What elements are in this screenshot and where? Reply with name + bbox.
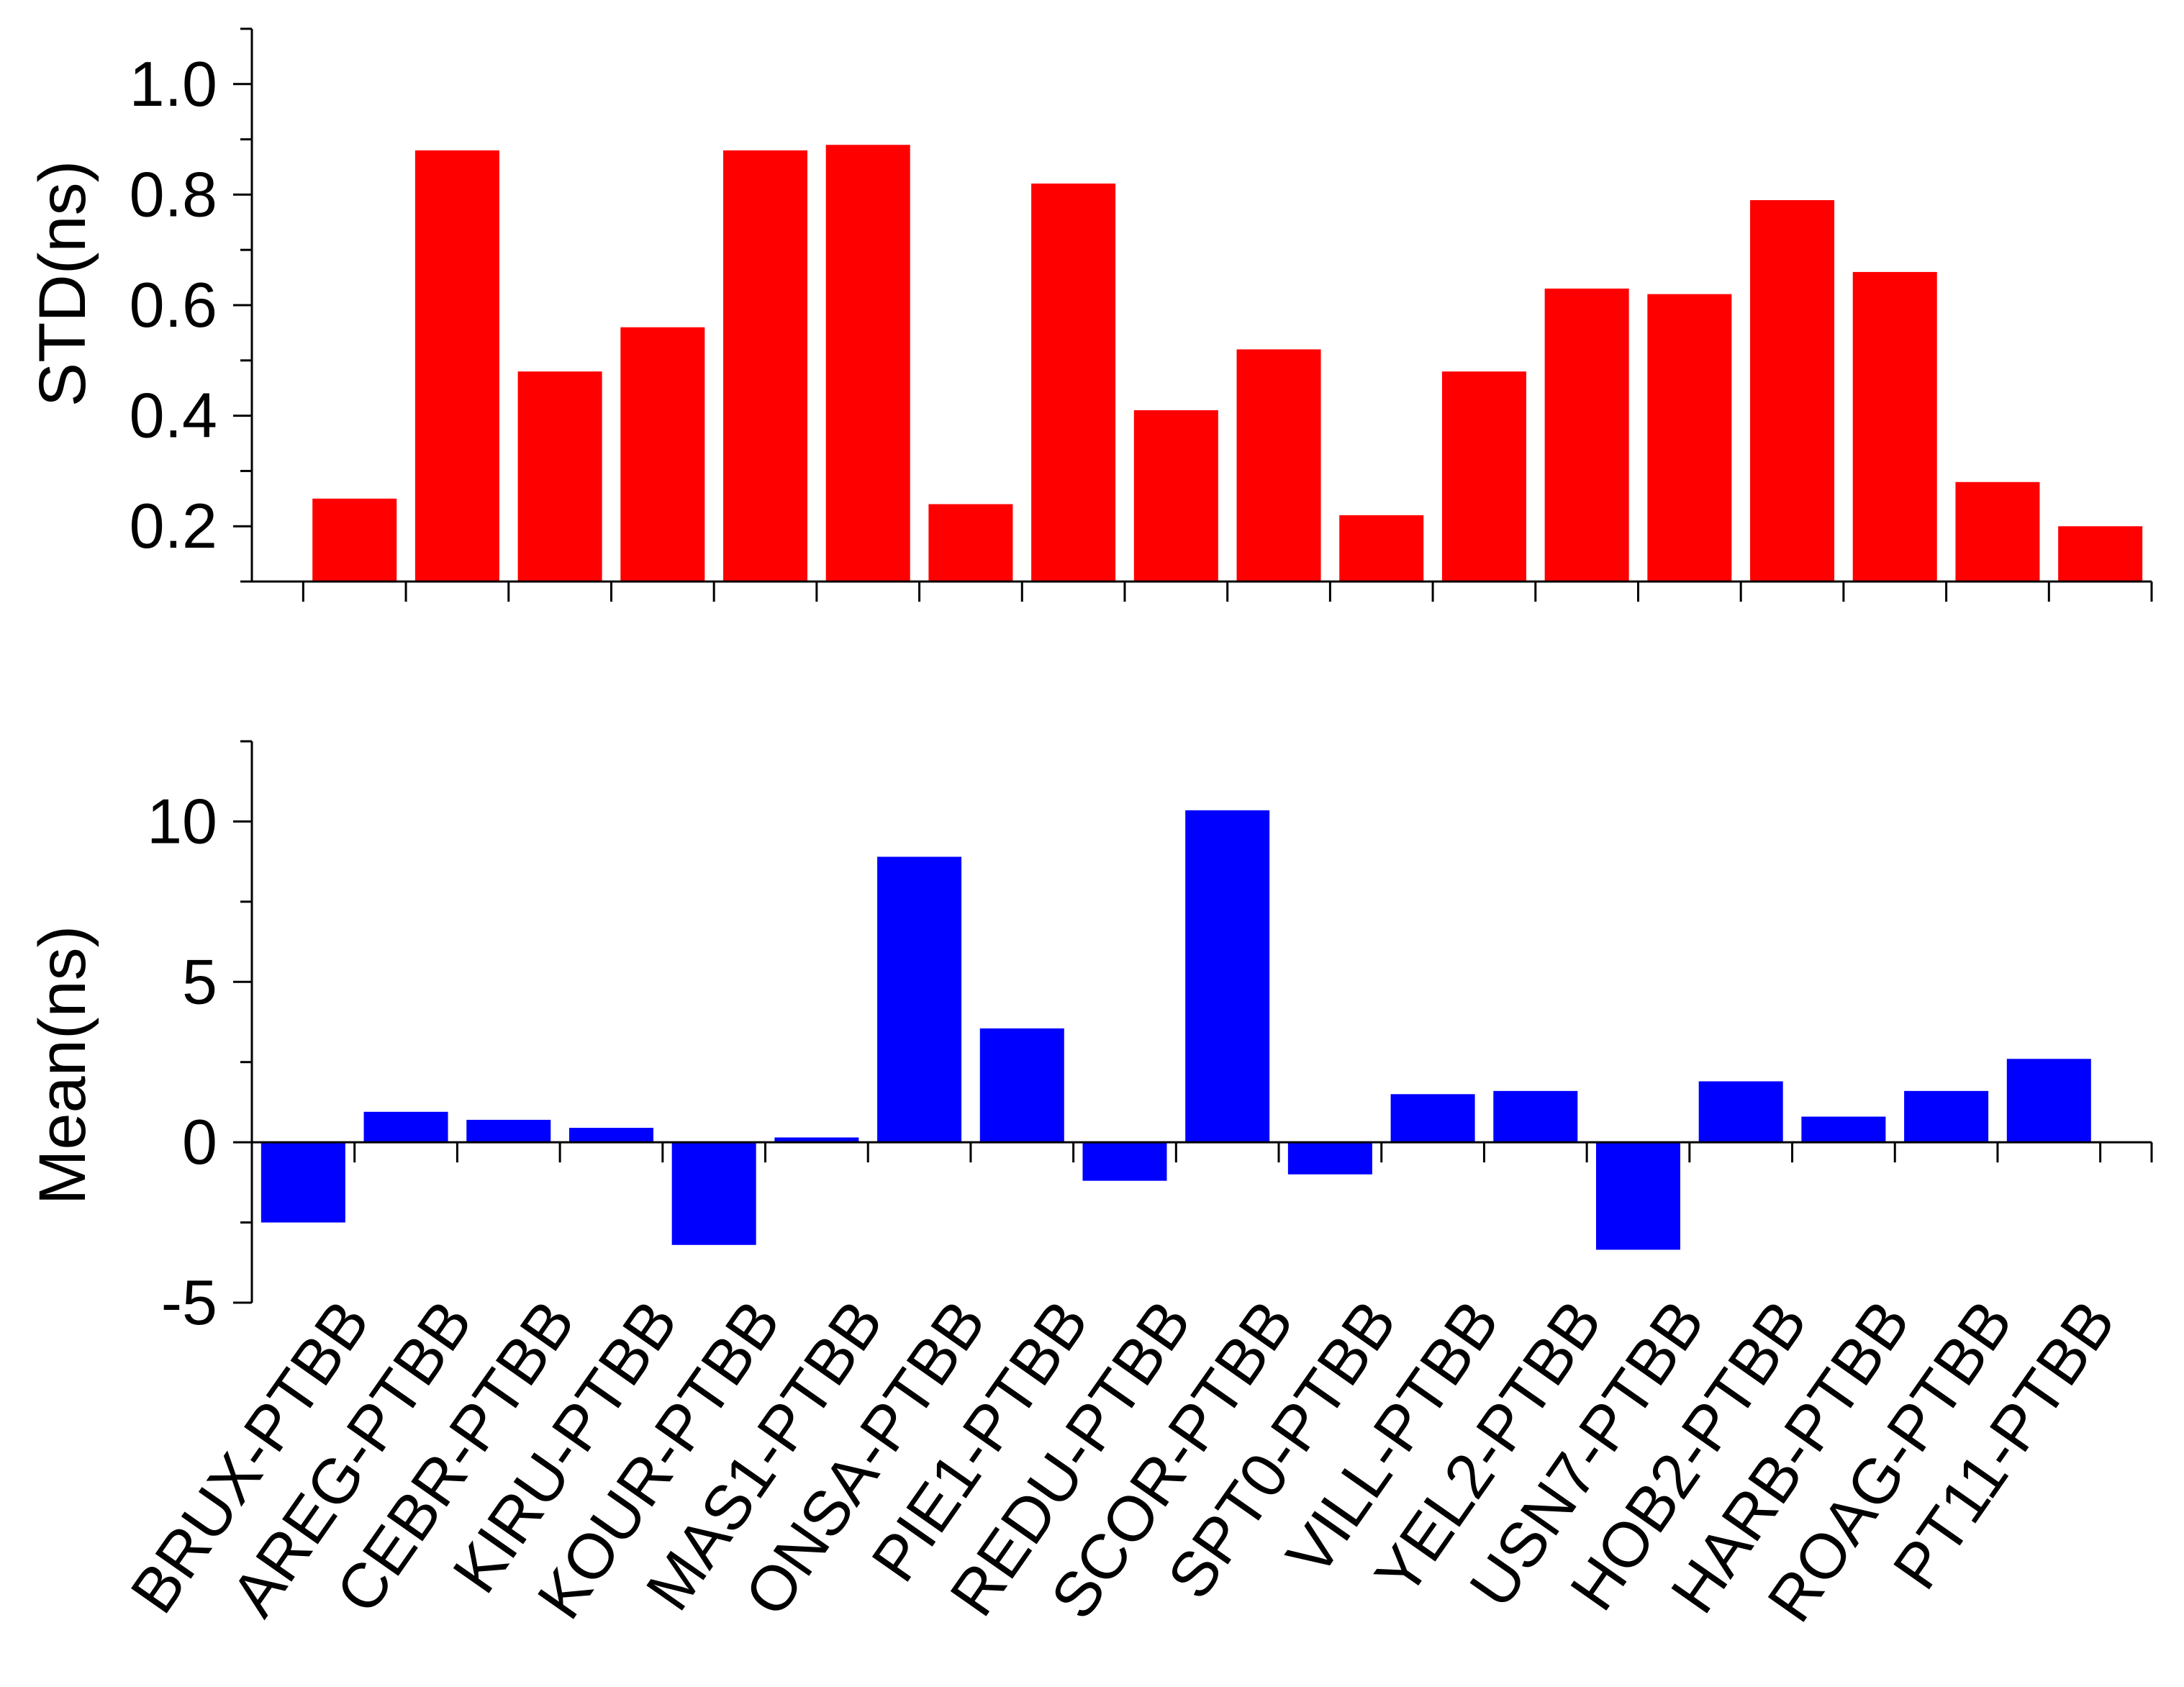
bar-kour-ptbb [723, 150, 808, 582]
bar-usn7-ptbb [1595, 1142, 1680, 1250]
y-axis-title: STD(ns) [26, 160, 99, 407]
bar-onsa-ptbb [928, 504, 1013, 582]
bar-kiru-ptbb [568, 1128, 653, 1143]
y-axis-title: Mean(ns) [26, 926, 99, 1206]
bar-yel2-ptbb [1493, 1090, 1578, 1143]
bar-yel2-ptbb [1544, 288, 1629, 582]
bar-kiru-ptbb [620, 327, 705, 582]
bar-brux-ptbb [312, 498, 397, 582]
bar-harb-ptbb [1852, 271, 1937, 582]
bar-pt11-ptbb [2006, 1059, 2091, 1143]
bar-roag-ptbb [1904, 1090, 1989, 1143]
bar-mas1-ptbb [774, 1137, 859, 1143]
bar-pt11-ptbb [2058, 526, 2143, 582]
std-panel: 0.2 0.4 0.6 0.8 1.0 STD(ns) [26, 27, 2153, 602]
bar-areg-ptbb [363, 1111, 448, 1143]
y-tick-label: 0.2 [130, 490, 217, 561]
bar-hob2-ptbb [1698, 1081, 1783, 1143]
bar-usn7-ptbb [1647, 294, 1732, 582]
y-tick-label: 10 [147, 785, 217, 856]
bar-pie1-ptbb [1031, 184, 1116, 582]
bar-scor-ptbb [1236, 349, 1321, 582]
bar-harb-ptbb [1801, 1116, 1886, 1143]
bar-cebr-ptbb [517, 371, 602, 582]
bar-cebr-ptbb [466, 1119, 551, 1143]
bar-vill-ptbb [1441, 371, 1526, 582]
y-tick-label: -5 [161, 1267, 217, 1338]
bar-roag-ptbb [1955, 481, 2040, 582]
bar-scor-ptbb [1185, 810, 1270, 1143]
bar-spt0-ptbb [1287, 1142, 1372, 1175]
bar-vill-ptbb [1390, 1094, 1475, 1143]
bar-redu-ptbb [1133, 410, 1218, 582]
y-tick-label: 0.6 [130, 269, 217, 340]
bar-onsa-ptbb [877, 856, 962, 1143]
bar-spt0-ptbb [1339, 515, 1424, 582]
bar-hob2-ptbb [1750, 200, 1835, 582]
bar-areg-ptbb [414, 150, 499, 582]
y-tick-label: 1.0 [130, 48, 217, 119]
bar-kour-ptbb [671, 1142, 756, 1245]
bar-mas1-ptbb [825, 145, 910, 582]
y-tick-label: 0.8 [130, 158, 217, 230]
bar-brux-ptbb [260, 1142, 345, 1223]
y-tick-label: 0.4 [130, 380, 217, 451]
bar-pie1-ptbb [979, 1028, 1064, 1143]
bar-redu-ptbb [1082, 1142, 1167, 1181]
y-tick-label: 0 [182, 1106, 217, 1177]
y-tick-label: 5 [182, 946, 217, 1017]
